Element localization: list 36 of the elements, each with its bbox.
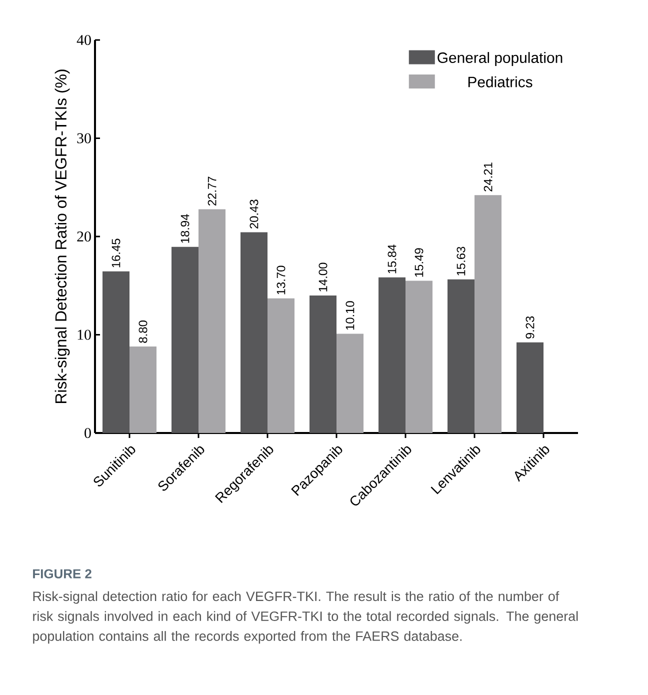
data-label: 15.84 — [388, 244, 396, 274]
bar — [310, 295, 336, 433]
legend-label: Pediatrics — [468, 76, 532, 88]
data-label: 14.00 — [318, 262, 328, 292]
bar — [172, 246, 198, 433]
y-tick-label: 30 — [77, 133, 91, 144]
bar — [516, 342, 544, 433]
bar — [102, 271, 130, 433]
data-label: 18.94 — [180, 214, 190, 243]
bar — [130, 346, 156, 433]
y-tick-label: 0 — [84, 428, 91, 438]
text: Risk-signal detection ratio for each VEGFR-TKI. The result is the ratio of the number of risk signals involved in each kind of VEGFR-TKI to the total recorded signals. The general population contains all the records exported from the FAERS database. — [33, 591, 578, 644]
data-label: 24.21 — [484, 162, 492, 192]
bar — [406, 280, 433, 433]
y-tick-label: 10 — [78, 330, 91, 340]
bar — [240, 232, 268, 433]
data-label: 20.43 — [250, 200, 258, 228]
data-label: 8.80 — [138, 320, 148, 343]
data-label: 13.70 — [276, 266, 286, 294]
caption: FIGURE 2 — [33, 569, 92, 578]
data-label: 10.10 — [346, 301, 354, 330]
bar — [268, 298, 295, 433]
y-tick-label: 40 — [76, 34, 91, 46]
bar — [474, 195, 502, 433]
data-label: 22.77 — [208, 176, 216, 206]
legend-label: General population — [438, 52, 562, 66]
data-label: 15.63 — [456, 246, 466, 276]
bar — [198, 209, 226, 433]
data-label: 15.49 — [414, 248, 424, 277]
bar — [378, 277, 406, 433]
data-label: 16.45 — [112, 238, 120, 268]
bar — [448, 279, 475, 433]
bar — [336, 334, 364, 433]
data-label: 9.23 — [526, 316, 534, 339]
y-tick-label: 20 — [77, 231, 91, 242]
y-axis-title: Risk-signal Detection Ratio of VEGFR-TKIs (%) — [54, 70, 70, 404]
